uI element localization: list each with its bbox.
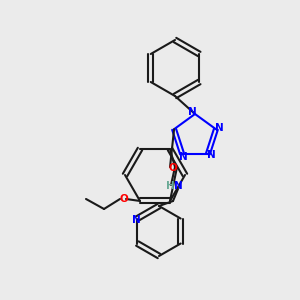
Text: O: O: [120, 194, 128, 204]
Text: H: H: [166, 181, 174, 191]
Text: N: N: [207, 150, 215, 160]
Text: N: N: [188, 107, 196, 117]
Text: N: N: [174, 181, 182, 191]
Text: N: N: [179, 152, 188, 162]
Text: O: O: [169, 163, 177, 173]
Text: N: N: [132, 214, 141, 224]
Text: N: N: [214, 123, 223, 133]
